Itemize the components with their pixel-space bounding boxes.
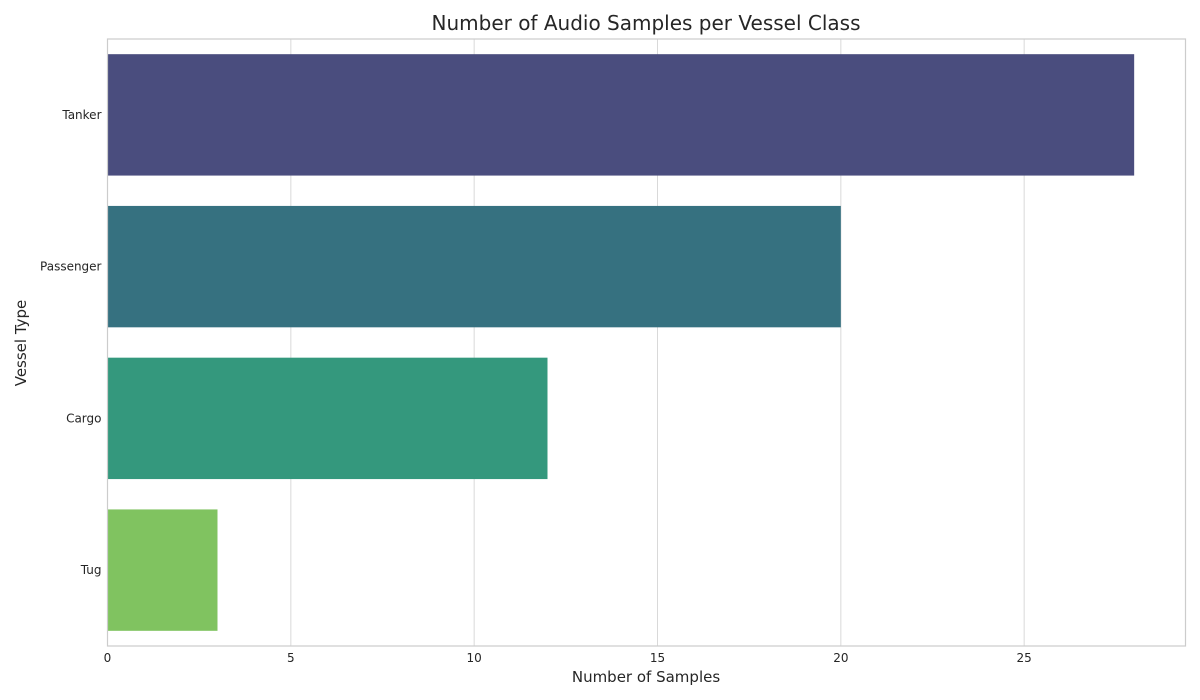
y-tick-label: Cargo [66, 411, 101, 425]
y-axis-ticks: Tanker Passenger Cargo Tug [40, 108, 102, 577]
x-tick-label: 5 [287, 651, 295, 665]
y-axis-label: Vessel Type [12, 300, 30, 387]
plot-frame [106, 38, 1187, 647]
x-axis-label: Number of Samples [572, 668, 720, 686]
x-tick-label: 0 [104, 651, 112, 665]
bar-tanker [107, 54, 1135, 176]
bar-cargo [107, 357, 548, 480]
bars [107, 54, 1135, 631]
x-tick-label: 25 [1017, 651, 1032, 665]
x-axis-ticks: 0 5 10 15 20 25 [104, 651, 1032, 665]
x-tick-label: 10 [467, 651, 482, 665]
x-tick-label: 20 [833, 651, 848, 665]
bar-tug [107, 509, 218, 631]
bar-passenger [107, 205, 841, 328]
y-tick-label: Tug [80, 563, 102, 577]
y-tick-label: Tanker [61, 108, 101, 122]
x-tick-label: 15 [650, 651, 665, 665]
y-tick-label: Passenger [40, 260, 102, 274]
chart-title: Number of Audio Samples per Vessel Class [432, 11, 861, 35]
